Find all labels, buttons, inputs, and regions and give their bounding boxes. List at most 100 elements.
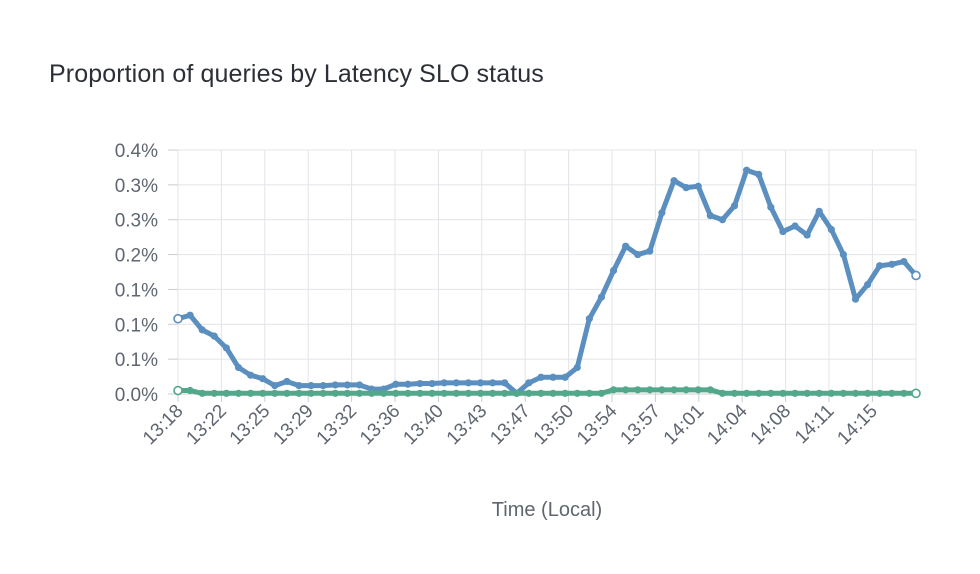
series-point-2 <box>549 389 557 397</box>
series-point-2 <box>173 385 183 396</box>
y-tick-label: 0.1% <box>115 315 158 336</box>
series-point-2 <box>246 389 255 397</box>
series-point-2 <box>706 386 714 394</box>
x-tick-label: 14:08 <box>747 401 795 449</box>
series-point-2 <box>900 389 908 397</box>
series-lines <box>175 167 919 396</box>
series-point-2 <box>259 389 267 397</box>
series-point-1 <box>864 280 872 289</box>
chart-title: Proportion of queries by Latency SLO sta… <box>49 60 544 88</box>
series-point-1 <box>319 382 327 390</box>
series-point-1 <box>730 202 739 210</box>
series-point-2 <box>319 389 327 397</box>
series-point-1 <box>815 207 823 215</box>
series-point-1 <box>259 375 267 383</box>
series-point-1 <box>876 262 884 270</box>
series-point-1 <box>791 222 799 230</box>
series-point-2 <box>210 389 218 397</box>
series-point-2 <box>525 389 533 397</box>
x-tick-label: 13:32 <box>313 401 361 449</box>
series-point-1 <box>416 379 424 388</box>
x-tick-label: 13:47 <box>486 401 534 449</box>
series-point-2 <box>392 389 400 397</box>
series-point-2 <box>670 386 678 394</box>
series-point-2 <box>573 389 581 397</box>
series-point-2 <box>271 389 279 397</box>
series-point-2 <box>186 386 194 395</box>
series-point-2 <box>888 389 896 397</box>
series-point-1 <box>743 166 751 174</box>
series-point-2 <box>343 389 351 397</box>
series-point-1 <box>307 382 315 390</box>
series-point-2 <box>416 389 424 397</box>
series-point-1 <box>440 379 448 387</box>
series-point-1 <box>404 380 412 388</box>
x-axis-ticks: 13:1813:2213:2513:2913:3213:3613:4013:43… <box>139 400 882 449</box>
series-point-1 <box>392 380 400 388</box>
series-point-1 <box>718 216 727 224</box>
series-point-2 <box>609 386 618 394</box>
series-point-2 <box>513 389 521 397</box>
series-point-1 <box>755 170 763 178</box>
series-point-2 <box>464 389 472 397</box>
series-point-2 <box>646 386 654 394</box>
x-tick-label: 14:01 <box>660 401 708 449</box>
series-point-2 <box>779 389 787 397</box>
series-point-2 <box>428 389 436 397</box>
series-point-1 <box>173 313 183 324</box>
y-tick-label: 0.1% <box>115 350 158 371</box>
series-point-1 <box>525 379 533 387</box>
series-point-2 <box>791 389 799 397</box>
series-point-1 <box>186 311 194 319</box>
series-point-1 <box>428 379 436 388</box>
series-point-1 <box>210 332 218 340</box>
grid-lines <box>168 149 917 402</box>
series-point-1 <box>234 363 243 372</box>
series-point-1 <box>803 231 811 239</box>
series-point-1 <box>295 382 303 390</box>
series-point-2 <box>694 386 702 394</box>
series-point-1 <box>355 381 364 389</box>
series-point-2 <box>198 389 206 397</box>
series-point-1 <box>452 379 460 387</box>
series-point-2 <box>488 389 497 397</box>
series-point-1 <box>283 377 291 386</box>
x-tick-label: 14:04 <box>703 400 752 449</box>
series-point-2 <box>367 389 376 397</box>
series-point-1 <box>622 242 630 250</box>
series-point-2 <box>622 386 630 394</box>
x-tick-label: 14:15 <box>833 401 881 449</box>
x-tick-label: 13:54 <box>573 400 622 449</box>
series-point-1 <box>827 225 835 234</box>
series-point-1 <box>634 250 642 259</box>
series-point-2 <box>743 389 751 397</box>
series-point-1 <box>222 344 230 352</box>
series-points <box>173 166 921 399</box>
series-point-1 <box>646 247 654 255</box>
series-point-1 <box>900 257 908 266</box>
series-point-1 <box>246 371 255 379</box>
series-point-2 <box>839 389 848 397</box>
series-point-1 <box>670 177 678 185</box>
series-point-2 <box>440 389 448 397</box>
series-point-2 <box>597 389 606 397</box>
series-point-1 <box>911 270 921 281</box>
x-tick-label: 13:43 <box>443 401 491 449</box>
series-point-1 <box>573 363 581 372</box>
series-point-2 <box>682 386 690 394</box>
series-point-2 <box>452 389 460 397</box>
series-point-1 <box>609 267 618 275</box>
series-line-1 <box>175 167 919 396</box>
y-tick-label: 0.3% <box>115 176 158 197</box>
series-point-2 <box>851 389 860 397</box>
series-point-2 <box>283 389 291 397</box>
series-point-2 <box>585 389 593 397</box>
series-point-2 <box>476 389 485 397</box>
y-tick-label: 0.1% <box>115 280 158 301</box>
series-point-1 <box>488 379 497 387</box>
series-point-2 <box>658 386 666 394</box>
series-point-1 <box>561 373 569 381</box>
series-point-1 <box>331 381 339 389</box>
x-tick-label: 13:50 <box>530 401 578 449</box>
y-tick-label: 0.3% <box>115 211 158 232</box>
